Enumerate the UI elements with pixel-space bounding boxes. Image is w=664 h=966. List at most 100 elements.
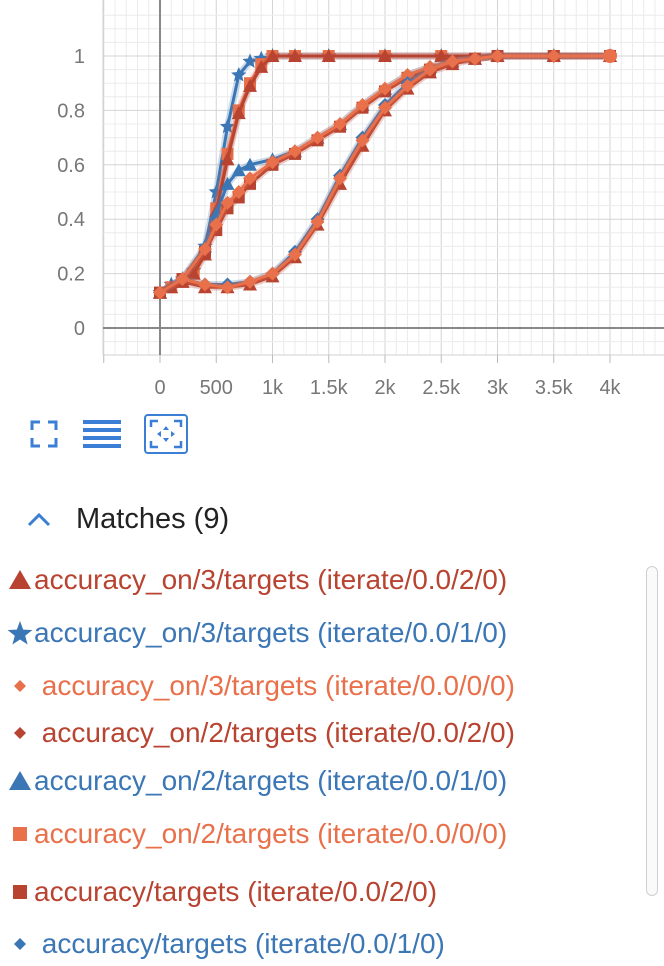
data-point [321,49,336,62]
data-point [243,274,257,289]
chart-toolbar [22,414,222,454]
data-point [153,285,167,300]
match-item[interactable]: accuracy_on/2/targets (iterate/0.0/0/0) [6,814,507,854]
accuracy-line-chart[interactable]: 0 500 1k 1.5k 2k 2.5k 3k 3.5k 4k 0 0.2 0.4 0.6 0.8 1 [0,0,664,405]
data-point [333,171,347,186]
data-point [220,195,235,210]
triangle-marker-icon [9,771,31,790]
data-point [254,59,269,73]
data-point [355,133,370,148]
match-item[interactable]: accuracy/targets (iterate/0.0/2/0) [6,872,437,912]
match-label: accuracy_on/3/targets (iterate/0.0/0/0) [34,670,515,701]
data-point [378,49,392,62]
y-tick-label: 1 [74,46,85,68]
data-point [288,247,302,262]
data-point [231,185,246,199]
match-marker [6,619,34,647]
data-point [175,272,190,287]
match-label: accuracy_on/2/targets (iterate/0.0/1/0) [34,765,508,796]
x-tick-label: 3.5k [535,377,574,399]
y-tick-label: 0.2 [57,264,85,286]
diamond-marker-icon [14,727,26,739]
data-point [378,81,392,96]
matches-title: Matches (9) [76,502,230,535]
diamond-marker-icon [14,680,26,692]
data-point [231,106,246,120]
data-point [209,217,224,232]
endpoint-marker [603,49,617,63]
data-point [231,67,247,82]
matches-scrollbar-thumb[interactable] [646,566,658,896]
match-item[interactable]: accuracy_on/2/targets (iterate/0.0/2/0) [6,713,515,753]
data-point [220,152,235,166]
chevron-up-icon [27,512,51,527]
data-point [288,49,302,62]
fullscreen-icon [30,420,58,448]
data-point [490,49,505,63]
x-tick-label: 500 [200,377,233,399]
data-point [378,100,392,115]
data-point [198,242,212,257]
data-point [219,118,236,134]
y-tick-label: 0.8 [57,100,85,122]
data-point [355,97,370,112]
x-tick-label: 2k [374,377,396,399]
match-marker [6,820,34,848]
data-point [198,277,212,292]
chart-tick-labels: 0 500 1k 1.5k 2k 2.5k 3k 3.5k 4k 0 0.2 0.4 0.6 0.8 1 [57,46,621,399]
data-point [310,130,325,145]
collapse-matches-button[interactable] [24,504,54,534]
x-tick-label: 2.5k [422,377,461,399]
match-marker [6,719,34,747]
diamond-marker-icon [14,938,26,950]
match-label: accuracy_on/3/targets (iterate/0.0/2/0) [34,564,508,595]
matches-scrollbar[interactable] [646,566,658,966]
matches-header: Matches (9) [24,496,229,542]
data-point [546,49,561,63]
data-point [423,62,437,77]
match-item[interactable]: accuracy_on/2/targets (iterate/0.0/1/0) [6,761,507,801]
match-marker [6,930,34,958]
data-point [243,157,257,171]
x-tick-label: 0 [154,377,165,399]
matches-list: accuracy_on/3/targets (iterate/0.0/2/0) a… [0,556,640,966]
toggle-log-scale-button[interactable] [80,414,124,454]
data-point [186,266,201,280]
match-marker [6,566,34,594]
match-label: accuracy_on/2/targets (iterate/0.0/0/0) [34,818,508,849]
chart-series [152,48,618,300]
data-point [243,78,257,92]
match-item[interactable]: accuracy_on/3/targets (iterate/0.0/1/0) [6,613,507,653]
match-label: accuracy_on/2/targets (iterate/0.0/2/0) [34,717,515,748]
y-tick-label: 0.6 [57,155,85,177]
x-tick-label: 1.5k [310,377,349,399]
fullscreen-button[interactable] [22,414,66,454]
data-point [400,78,415,93]
data-point [220,176,235,190]
match-item[interactable]: accuracy_on/3/targets (iterate/0.0/2/0) [6,560,507,600]
data-point [265,266,280,281]
y-tick-label: 0 [74,318,85,340]
fit-domain-button[interactable] [144,414,188,454]
data-point [445,54,460,69]
data-point [242,53,258,68]
y-tick-label: 0.4 [57,209,85,231]
data-point [231,163,246,177]
data-point [310,214,325,229]
match-marker [6,767,34,795]
match-item[interactable]: accuracy/targets (iterate/0.0/1/0) [6,924,445,964]
data-point [243,171,257,186]
match-label: accuracy/targets (iterate/0.0/2/0) [34,876,438,907]
triangle-marker-icon [9,570,31,589]
match-label: accuracy/targets (iterate/0.0/1/0) [34,928,445,959]
data-point [333,117,347,131]
fit-domain-icon [149,419,183,449]
match-item[interactable]: accuracy_on/3/targets (iterate/0.0/0/0) [6,666,515,706]
match-marker [6,878,34,906]
list-icon [83,420,121,448]
data-point [468,51,482,66]
data-point [265,49,280,62]
match-marker [6,672,34,700]
square-marker-icon [13,827,27,841]
square-marker-icon [13,885,27,899]
